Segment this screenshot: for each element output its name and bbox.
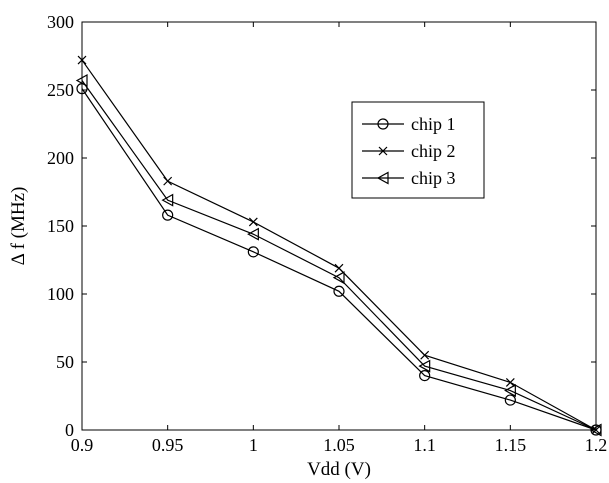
series-line <box>81 59 597 431</box>
legend-item: chip 1 <box>362 114 456 134</box>
x-axis-label: Vdd (V) <box>307 459 371 480</box>
data-point <box>161 193 174 207</box>
legend-label: chip 2 <box>411 141 456 161</box>
axes-box <box>81 21 597 431</box>
y-tick-label: 0 <box>65 420 74 440</box>
y-tick-label: 200 <box>47 148 74 168</box>
legend-marker <box>377 118 389 130</box>
data-point <box>332 271 345 285</box>
data-point <box>247 227 259 241</box>
series-line <box>81 80 597 431</box>
x-tick-label: 1.2 <box>585 435 608 455</box>
data-point <box>77 55 87 65</box>
data-point <box>162 209 174 221</box>
x-tick-label: 1.15 <box>495 435 527 455</box>
legend-label: chip 1 <box>411 114 456 134</box>
data-point <box>418 359 431 373</box>
series-chip-1 <box>76 83 602 436</box>
data-point <box>334 263 344 273</box>
y-axis-label: Δ f (MHz) <box>8 187 29 266</box>
data-point <box>504 384 516 398</box>
series-chip-3 <box>75 73 602 437</box>
plot-area: 0.9 0.95 1 1.05 1.1 1.15 1.2 0 50 100 150 200 250 300… <box>8 12 607 480</box>
data-point <box>504 394 516 406</box>
y-tick-label: 100 <box>47 284 74 304</box>
y-tick-label: 250 <box>47 80 74 100</box>
series-line <box>81 88 597 431</box>
x-tick-label: 0.9 <box>71 435 94 455</box>
legend-label: chip 3 <box>411 168 456 188</box>
data-point <box>589 423 602 437</box>
data-point <box>505 377 515 387</box>
y-tick-label: 150 <box>47 216 74 236</box>
legend: chip 1 chip 2 chip 3 <box>351 101 485 199</box>
legend-item: chip 3 <box>362 168 456 188</box>
x-tick-label: 1.05 <box>323 435 355 455</box>
data-point <box>333 285 345 297</box>
y-tick-label: 50 <box>56 352 74 372</box>
legend-marker <box>378 146 388 156</box>
data-point <box>75 73 88 87</box>
legend-item: chip 2 <box>362 141 456 161</box>
data-point <box>163 176 173 186</box>
x-tick-label: 0.95 <box>152 435 184 455</box>
legend-box <box>351 101 485 199</box>
x-tick-label: 1 <box>249 435 258 455</box>
data-point <box>247 246 259 258</box>
legend-marker <box>376 171 389 185</box>
x-tick-label: 1.1 <box>413 435 436 455</box>
series-chip-2 <box>77 55 601 435</box>
y-tick-label: 300 <box>47 12 74 32</box>
data-point <box>419 370 431 382</box>
data-point <box>420 350 430 360</box>
data-point <box>248 217 258 227</box>
